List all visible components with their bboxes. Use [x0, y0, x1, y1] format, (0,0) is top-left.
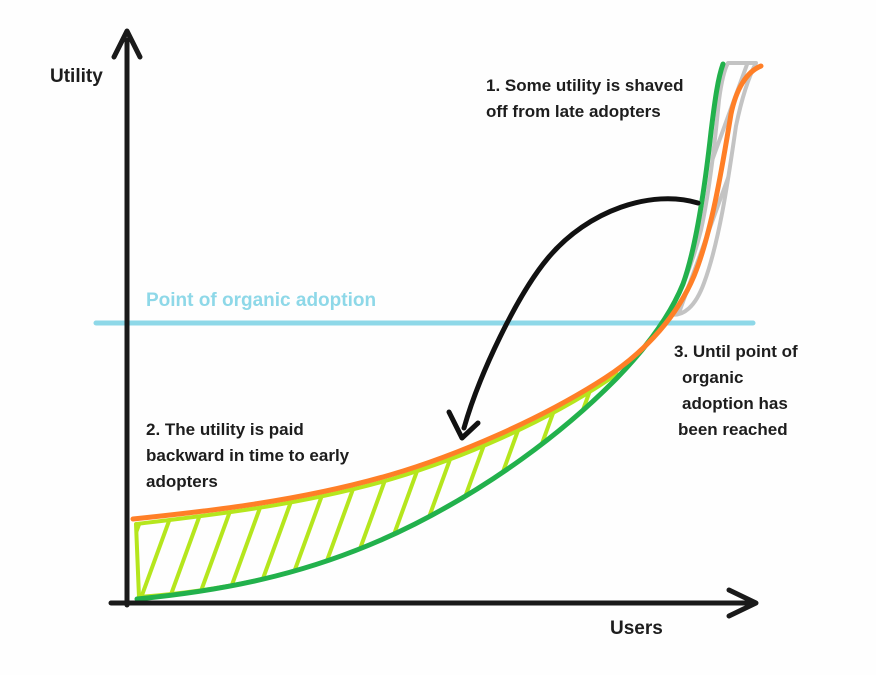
y-axis-arrowhead-icon: [111, 28, 143, 60]
x-axis-arrowhead-icon: [726, 587, 759, 619]
annotation-line: adoption has: [682, 394, 788, 413]
transfer-arrowhead-icon: [446, 409, 481, 441]
annotation-line: 3. Until point of: [674, 342, 798, 361]
organic-adoption-label: Point of organic adoption: [146, 290, 377, 311]
y-axis-label: Utility: [50, 66, 103, 87]
annotation-line: been reached: [678, 420, 788, 439]
annotation-until-adoption: 3. Until point of organic adoption has b…: [674, 339, 798, 443]
annotation-line: off from late adopters: [486, 102, 661, 121]
green-adoption-curve: [134, 61, 726, 602]
annotation-paid-backward: 2. The utility is paid backward in time …: [146, 417, 349, 495]
annotation-line: 1. Some utility is shaved: [486, 76, 684, 95]
annotation-line: adopters: [146, 472, 218, 491]
late-adopters-region: [666, 61, 758, 317]
annotation-line: organic: [682, 368, 744, 387]
orange-utility-curve: [130, 63, 764, 522]
annotation-shaved-utility: 1. Some utility is shaved off from late …: [486, 73, 683, 125]
transfer-arrow: [461, 196, 701, 431]
annotation-line: 2. The utility is paid: [146, 420, 304, 439]
x-axis-label: Users: [610, 618, 663, 639]
annotation-line: backward in time to early: [146, 446, 350, 465]
